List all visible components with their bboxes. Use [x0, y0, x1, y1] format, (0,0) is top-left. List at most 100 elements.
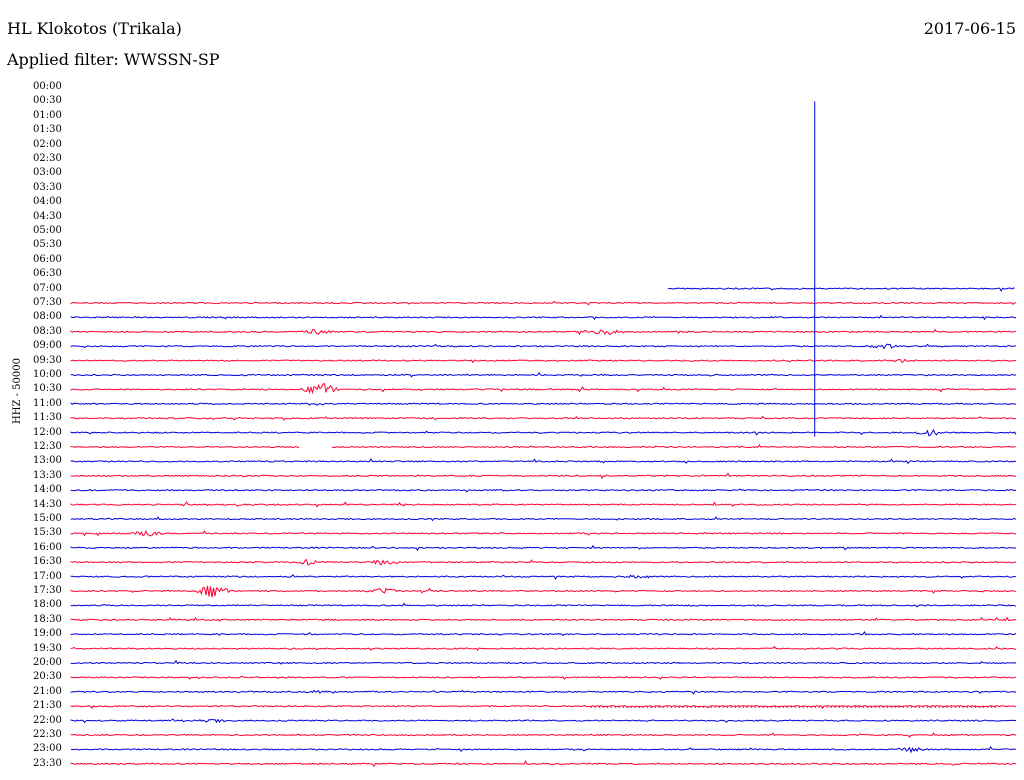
time-label: 09:00: [33, 340, 62, 352]
trace-line: [70, 488, 1017, 493]
trace-line: [70, 718, 1017, 724]
trace-line: [70, 402, 1017, 406]
time-label: 02:30: [33, 153, 62, 164]
trace-line: [70, 358, 1017, 364]
trace-line: [70, 602, 1017, 608]
trace-row-1300: [70, 458, 1017, 465]
trace-line: [331, 443, 1016, 449]
time-label: 21:30: [33, 700, 62, 712]
trace-line: [70, 300, 1016, 306]
trace-line: [70, 675, 1017, 680]
time-label: 04:30: [33, 210, 62, 222]
trace-line: [70, 372, 1017, 378]
trace-line: [70, 659, 1017, 665]
time-label: 18:30: [33, 613, 62, 625]
trace-line: [70, 574, 1017, 580]
time-label: 04:00: [33, 196, 62, 208]
trace-row-2130: [70, 704, 1017, 710]
trace-row-0930: [70, 358, 1017, 364]
trace-row-1730: [70, 585, 1017, 598]
time-label: 17:30: [33, 585, 62, 596]
trace-line: [70, 445, 300, 449]
trace-row-0830: [70, 328, 1017, 336]
time-label: 06:00: [33, 253, 62, 265]
trace-line: [71, 745, 1017, 754]
time-label: 21:00: [33, 685, 62, 697]
trace-row-2200: [70, 718, 1017, 724]
filter-label: Applied filter: WWSSN-SP: [7, 50, 220, 69]
trace-line: [70, 732, 1017, 738]
time-label: 11:00: [33, 397, 62, 409]
trace-row-1200: [70, 428, 1017, 437]
trace-row-1700: [70, 574, 1017, 580]
trace-row-1230: [70, 443, 1016, 449]
trace-line: [70, 616, 1017, 622]
time-label: 06:30: [33, 268, 62, 280]
trace-row-1100: [70, 402, 1017, 406]
date-label: 2017-06-15: [923, 19, 1016, 38]
time-label: 01:30: [33, 124, 62, 136]
time-label: 12:30: [33, 441, 62, 452]
trace-line: [70, 383, 1017, 395]
trace-row-1400: [70, 488, 1017, 493]
time-label: 15:30: [33, 527, 62, 539]
trace-line: [70, 415, 1017, 421]
time-label: 22:00: [33, 714, 62, 726]
time-label: 17:00: [33, 570, 62, 582]
time-label: 14:00: [33, 484, 62, 496]
time-label: 18:00: [33, 599, 62, 611]
trace-line: [70, 314, 1017, 321]
time-label: 03:00: [33, 167, 62, 179]
time-label: 13:00: [33, 455, 62, 467]
trace-line: [70, 558, 1017, 566]
trace-line: [667, 287, 1015, 293]
time-label: 08:00: [33, 311, 62, 323]
time-label: 08:30: [33, 325, 62, 337]
time-label: 03:30: [33, 181, 62, 193]
time-label: 22:30: [33, 729, 62, 740]
trace-row-1900: [70, 631, 1017, 637]
trace-row-2100: [70, 689, 1017, 695]
time-label: 00:00: [33, 81, 62, 92]
time-label: 11:30: [33, 412, 62, 424]
time-label: 15:00: [33, 513, 62, 524]
trace-row-1530: [70, 529, 1016, 537]
time-label: 19:30: [33, 642, 62, 654]
trace-line: [70, 645, 1017, 652]
time-label: 13:30: [33, 469, 62, 481]
time-label: 20:00: [33, 657, 62, 668]
trace-row-1930: [70, 645, 1017, 652]
trace-row-1630: [70, 558, 1017, 566]
time-label: 05:00: [33, 225, 62, 236]
trace-row-1800: [70, 602, 1017, 608]
time-label: 07:30: [33, 297, 62, 308]
time-label: 23:00: [33, 743, 62, 755]
time-label: 02:00: [33, 138, 62, 150]
trace-row-2230: [70, 732, 1017, 738]
trace-row-1030: [70, 383, 1017, 395]
time-label: 23:30: [33, 757, 62, 769]
trace-row-2000: [70, 659, 1017, 665]
trace-row-0730: [70, 300, 1016, 306]
trace-row-2030: [70, 675, 1017, 680]
trace-row-1600: [70, 544, 1017, 552]
trace-line: [70, 516, 1017, 522]
trace-line: [70, 328, 1017, 336]
trace-line: [70, 529, 1016, 537]
trace-row-2330: [70, 760, 1017, 768]
trace-row-2300: [71, 745, 1017, 754]
trace-line: [70, 689, 1017, 695]
trace-row-0800: [70, 314, 1017, 321]
trace-line: [70, 585, 1017, 598]
time-label: 00:30: [33, 95, 62, 107]
trace-row-1830: [70, 616, 1017, 622]
trace-row-1330: [70, 472, 1017, 480]
trace-line: [70, 760, 1017, 768]
trace-row-1130: [70, 415, 1017, 421]
station-title: HL Klokotos (Trikala): [7, 19, 182, 38]
time-label: 20:30: [33, 671, 62, 683]
trace-row-1500: [70, 516, 1017, 522]
time-label: 10:00: [33, 369, 62, 380]
trace-line: [70, 458, 1017, 465]
